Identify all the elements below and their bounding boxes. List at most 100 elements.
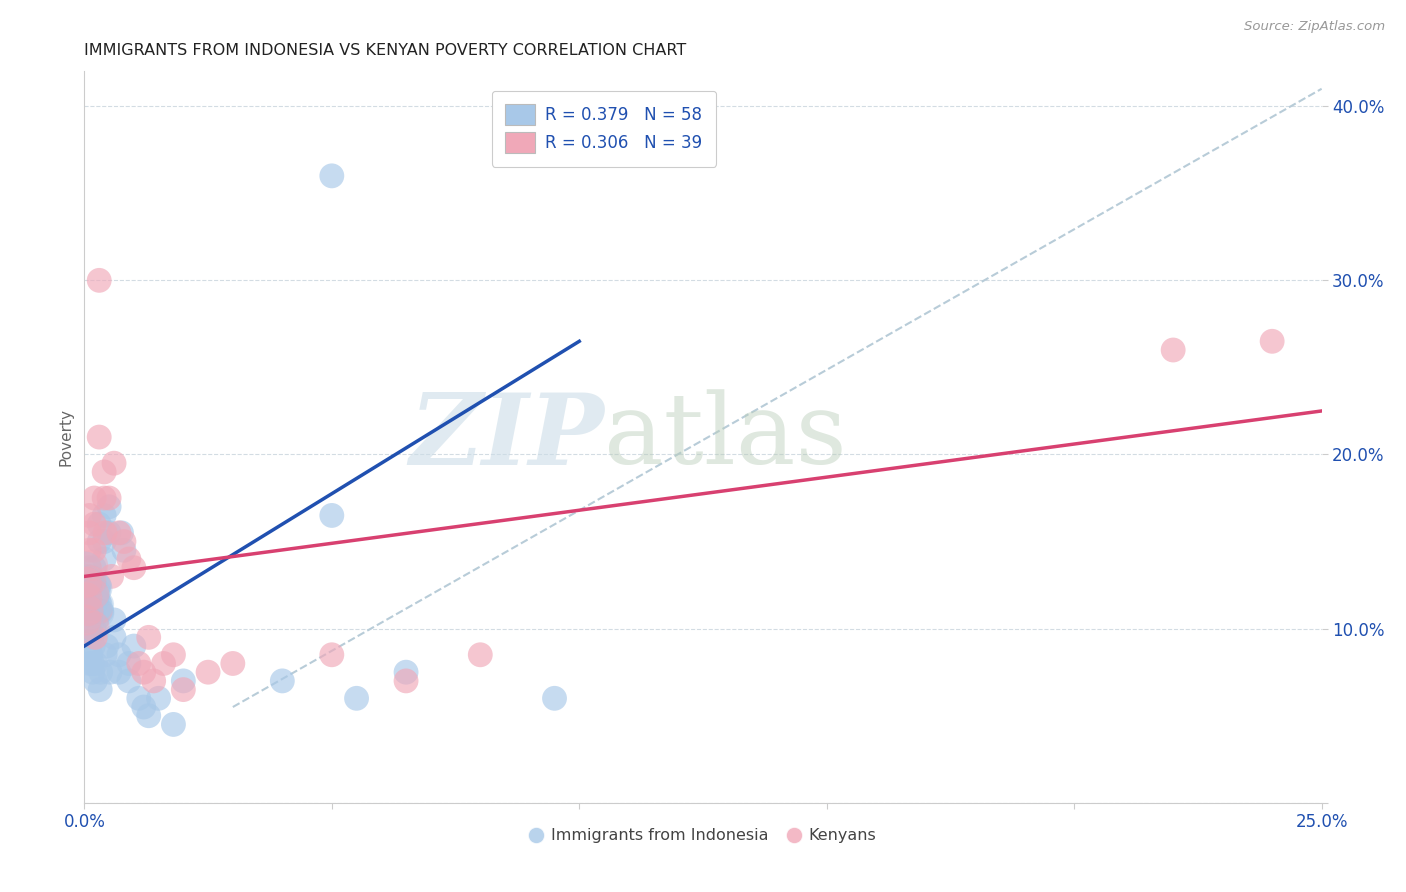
Point: [89, 430, 111, 444]
Point: [162, 717, 184, 731]
Point: [110, 525, 132, 540]
Point: [76, 599, 98, 613]
Point: [84, 657, 107, 671]
Point: [89, 534, 111, 549]
Point: [94, 648, 117, 662]
Point: [395, 665, 418, 680]
Point: [83, 622, 105, 636]
Point: [93, 465, 115, 479]
Point: [77, 613, 100, 627]
Point: [79, 622, 101, 636]
Point: [132, 700, 155, 714]
Point: [98, 665, 121, 680]
Point: [321, 508, 343, 523]
Point: [89, 578, 111, 592]
Point: [79, 525, 101, 540]
Point: [76, 591, 98, 605]
Point: [108, 648, 131, 662]
Point: [76, 604, 98, 618]
Point: [83, 517, 105, 532]
Point: [75, 575, 97, 590]
Point: [93, 508, 115, 523]
Point: [75, 613, 97, 627]
Point: [346, 691, 368, 706]
Point: [103, 456, 125, 470]
Point: [79, 657, 101, 671]
Point: [197, 665, 219, 680]
Point: [118, 657, 141, 671]
Point: [79, 578, 101, 592]
Point: [83, 593, 105, 607]
Point: [89, 604, 111, 618]
Point: [86, 582, 108, 596]
Point: [162, 648, 184, 662]
Legend: Immigrants from Indonesia, Kenyans: Immigrants from Indonesia, Kenyans: [523, 822, 883, 850]
Point: [86, 599, 108, 613]
Point: [103, 631, 125, 645]
Point: [79, 639, 101, 653]
Point: [83, 543, 105, 558]
Point: [76, 574, 98, 588]
Point: [76, 618, 98, 632]
Point: [84, 581, 107, 595]
Y-axis label: Poverty: Poverty: [58, 408, 73, 467]
Point: [1161, 343, 1184, 357]
Point: [76, 587, 98, 601]
Point: [84, 673, 107, 688]
Point: [138, 708, 160, 723]
Point: [103, 613, 125, 627]
Point: [96, 639, 118, 653]
Text: IMMIGRANTS FROM INDONESIA VS KENYAN POVERTY CORRELATION CHART: IMMIGRANTS FROM INDONESIA VS KENYAN POVE…: [84, 43, 686, 58]
Point: [83, 560, 105, 574]
Point: [80, 631, 103, 645]
Point: [82, 558, 104, 573]
Point: [84, 586, 107, 600]
Point: [470, 648, 492, 662]
Point: [321, 648, 343, 662]
Point: [89, 682, 111, 697]
Point: [80, 574, 103, 588]
Point: [79, 508, 101, 523]
Point: [86, 613, 108, 627]
Point: [118, 673, 141, 688]
Point: [83, 578, 105, 592]
Point: [76, 587, 98, 601]
Text: ZIP: ZIP: [409, 389, 605, 485]
Point: [108, 525, 131, 540]
Point: [112, 543, 135, 558]
Point: [82, 639, 104, 653]
Point: [108, 665, 131, 680]
Point: [122, 560, 145, 574]
Point: [83, 491, 105, 505]
Point: [321, 169, 343, 183]
Point: [222, 657, 245, 671]
Point: [90, 604, 112, 618]
Point: [100, 569, 122, 583]
Point: [543, 691, 565, 706]
Point: [79, 595, 101, 609]
Point: [87, 606, 110, 620]
Point: [83, 595, 105, 609]
Point: [128, 657, 150, 671]
Point: [77, 631, 100, 645]
Point: [112, 534, 135, 549]
Point: [98, 525, 121, 540]
Point: [128, 691, 150, 706]
Point: [93, 491, 115, 505]
Point: [83, 619, 105, 633]
Point: [77, 575, 100, 590]
Point: [395, 673, 418, 688]
Point: [90, 665, 112, 680]
Point: [84, 631, 107, 645]
Point: [82, 657, 104, 671]
Text: atlas: atlas: [605, 389, 846, 485]
Point: [83, 587, 105, 601]
Point: [152, 657, 174, 671]
Point: [93, 552, 115, 566]
Point: [75, 611, 97, 625]
Point: [89, 595, 111, 609]
Point: [79, 569, 101, 583]
Point: [94, 525, 117, 540]
Point: [93, 534, 115, 549]
Text: Source: ZipAtlas.com: Source: ZipAtlas.com: [1244, 20, 1385, 33]
